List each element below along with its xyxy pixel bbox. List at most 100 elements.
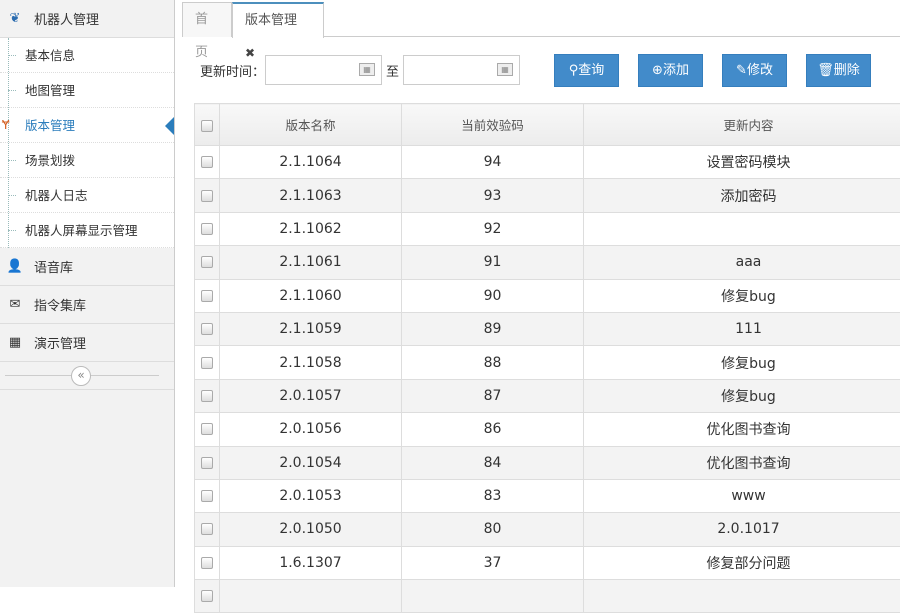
search-icon: ⚲ <box>569 63 579 78</box>
menu-label: 机器人管理 <box>34 9 99 28</box>
checkbox[interactable] <box>201 156 213 168</box>
cell-version-name: 2.1.1063 <box>220 179 402 212</box>
sidebar-item-scene[interactable]: 场景划拨 <box>0 143 174 178</box>
plus-circle-icon: ⊕ <box>652 63 663 78</box>
sidebar-item-map[interactable]: 地图管理 <box>0 73 174 108</box>
row-select[interactable] <box>195 179 220 212</box>
cell-update-content: 修复bug <box>584 279 900 312</box>
cell-update-content: 2.0.1017 <box>584 513 900 546</box>
cell-update-content: 修复部分问题 <box>584 546 900 579</box>
row-select[interactable] <box>195 413 220 446</box>
row-select[interactable] <box>195 346 220 379</box>
collapse-button[interactable]: « <box>71 366 91 386</box>
end-date-input[interactable]: ▦ <box>403 55 520 85</box>
checkbox[interactable] <box>201 223 213 235</box>
row-select[interactable] <box>195 513 220 546</box>
cell-update-content: aaa <box>584 246 900 279</box>
cell-version-name: 2.0.1057 <box>220 379 402 412</box>
checkbox[interactable] <box>201 256 213 268</box>
row-select[interactable] <box>195 580 220 613</box>
cell-update-content: 修复bug <box>584 346 900 379</box>
cell-update-content: 设置密码模块 <box>584 146 900 179</box>
row-select[interactable] <box>195 246 220 279</box>
cell-version-name: 2.0.1050 <box>220 513 402 546</box>
sidebar-item-robot-log[interactable]: 机器人日志 <box>0 178 174 213</box>
checkbox[interactable] <box>201 423 213 435</box>
cell-update-content: www <box>584 479 900 512</box>
calendar-icon[interactable]: ▦ <box>497 63 513 76</box>
delete-button[interactable]: 🗑删除 <box>806 54 871 87</box>
checkbox[interactable] <box>201 323 213 335</box>
menu-demo-management[interactable]: ▦演示管理 <box>0 324 174 362</box>
cell-checksum <box>402 580 584 613</box>
cell-version-name: 2.1.1060 <box>220 279 402 312</box>
cell-update-content: 优化图书查询 <box>584 446 900 479</box>
query-button[interactable]: ⚲查询 <box>554 54 619 87</box>
row-select[interactable] <box>195 379 220 412</box>
row-select[interactable] <box>195 479 220 512</box>
tab-version-management[interactable]: 版本管理 ✖ <box>232 2 324 38</box>
to-label: 至 <box>386 61 399 80</box>
sidebar-item-screen-display[interactable]: 机器人屏幕显示管理 <box>0 213 174 248</box>
envelope-icon: ✉ <box>4 297 26 312</box>
row-select[interactable] <box>195 212 220 245</box>
row-select[interactable] <box>195 546 220 579</box>
tab-home[interactable]: 首页 <box>182 2 232 37</box>
cell-version-name: 2.1.1064 <box>220 146 402 179</box>
menu-voice-library[interactable]: 👤 语音库 <box>0 248 174 286</box>
menu-command-library[interactable]: ✉指令集库 <box>0 286 174 324</box>
checkbox[interactable] <box>201 120 213 132</box>
row-select[interactable] <box>195 146 220 179</box>
cell-version-name: 2.1.1062 <box>220 212 402 245</box>
row-select[interactable] <box>195 446 220 479</box>
row-select[interactable] <box>195 312 220 345</box>
checkbox[interactable] <box>201 523 213 535</box>
checkbox[interactable] <box>201 290 213 302</box>
cell-checksum: 90 <box>402 279 584 312</box>
calendar-icon[interactable]: ▦ <box>359 63 375 76</box>
cell-checksum: 94 <box>402 146 584 179</box>
cell-version-name <box>220 580 402 613</box>
label: 添加 <box>663 63 689 78</box>
edit-button[interactable]: ✎修改 <box>722 54 787 87</box>
select-all[interactable] <box>195 104 220 146</box>
leaf-icon: ❦ <box>4 11 26 26</box>
cell-checksum: 92 <box>402 212 584 245</box>
menu-robot-management[interactable]: ❦ 机器人管理 <box>0 0 174 38</box>
row-select[interactable] <box>195 279 220 312</box>
cell-update-content: 111 <box>584 312 900 345</box>
checkbox[interactable] <box>201 590 213 602</box>
checkbox[interactable] <box>201 390 213 402</box>
add-button[interactable]: ⊕添加 <box>638 54 703 87</box>
checkbox[interactable] <box>201 190 213 202</box>
checkbox[interactable] <box>201 557 213 569</box>
menu-label: 语音库 <box>34 257 73 276</box>
user-icon: 👤 <box>4 259 26 274</box>
cell-checksum: 84 <box>402 446 584 479</box>
checkbox[interactable] <box>201 457 213 469</box>
tab-label: 版本管理 <box>245 13 297 28</box>
cell-checksum: 83 <box>402 479 584 512</box>
cell-checksum: 91 <box>402 246 584 279</box>
checkbox[interactable] <box>201 357 213 369</box>
checkbox[interactable] <box>201 490 213 502</box>
cell-update-content: 修复bug <box>584 379 900 412</box>
sidebar-item-basic-info[interactable]: 基本信息 <box>0 38 174 73</box>
table-row[interactable] <box>195 580 900 613</box>
start-date-input[interactable]: ▦ <box>265 55 382 85</box>
